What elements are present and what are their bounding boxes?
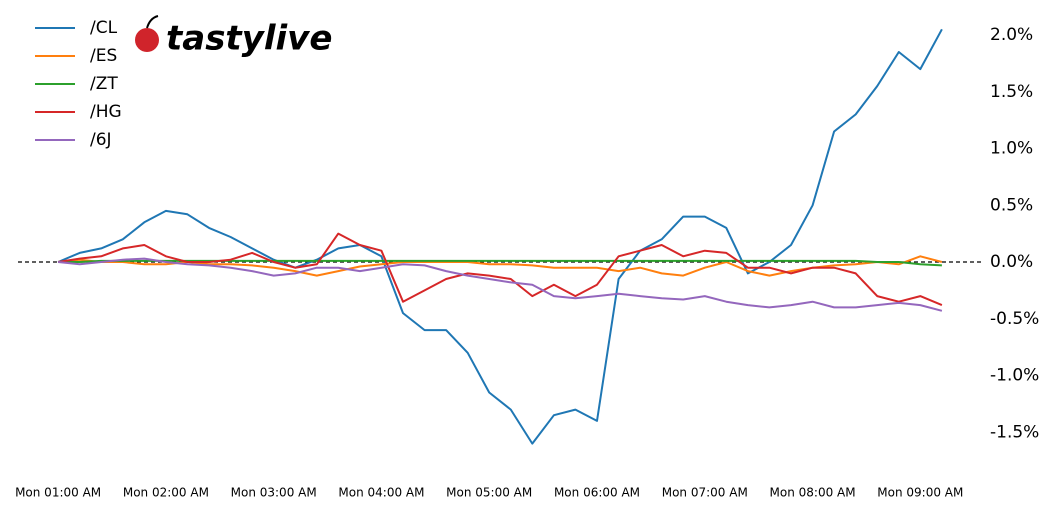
y-tick-label: -0.5%	[990, 309, 1039, 329]
logo-text: tastylive	[166, 19, 332, 59]
legend-label: /ES	[90, 46, 117, 66]
x-tick-label: Mon 04:00 AM	[338, 486, 424, 500]
y-tick-label: 1.0%	[990, 139, 1033, 159]
x-tick-label: Mon 07:00 AM	[662, 486, 748, 500]
x-tick-label: Mon 06:00 AM	[554, 486, 640, 500]
logo: tastylive	[135, 15, 332, 59]
series-line	[58, 259, 942, 267]
series-line	[57, 255, 943, 277]
x-tick-label: Mon 02:00 AM	[123, 486, 209, 500]
series-line	[57, 257, 943, 312]
legend-label: /ZT	[90, 74, 118, 94]
logo-stem	[146, 15, 159, 29]
legend-label: /6J	[90, 130, 112, 150]
legend-label: /HG	[90, 102, 122, 122]
x-tick-label: Mon 09:00 AM	[877, 486, 963, 500]
x-tick-label: Mon 05:00 AM	[446, 486, 532, 500]
logo-cherry	[135, 28, 159, 52]
legend-label: /CL	[90, 18, 118, 38]
series-line	[57, 28, 943, 445]
y-tick-label: -1.5%	[990, 422, 1039, 442]
y-tick-label: 0.5%	[990, 195, 1033, 215]
series-line	[57, 232, 943, 307]
x-tick-label: Mon 01:00 AM	[15, 486, 101, 500]
y-tick-label: -1.0%	[990, 366, 1039, 386]
x-tick-label: Mon 08:00 AM	[770, 486, 856, 500]
y-tick-label: 2.0%	[990, 25, 1033, 45]
x-tick-label: Mon 03:00 AM	[231, 486, 317, 500]
y-tick-label: 0.0%	[990, 252, 1033, 272]
y-tick-label: 1.5%	[990, 82, 1033, 102]
